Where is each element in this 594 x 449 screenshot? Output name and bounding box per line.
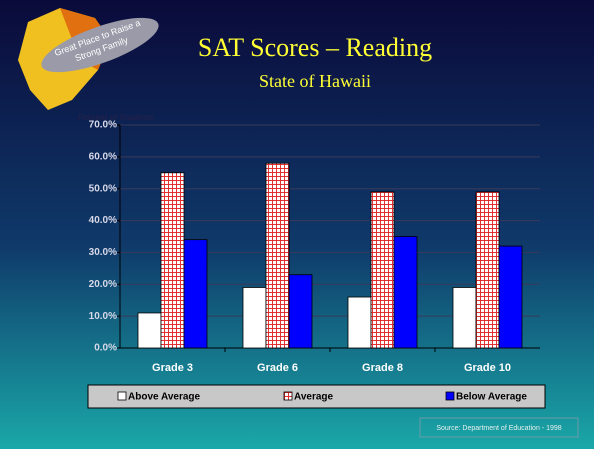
bar — [265, 162, 290, 349]
y-tick-label: 70.0% — [89, 120, 117, 131]
y-tick-label: 0.0% — [94, 343, 117, 354]
legend-label: Above Average — [128, 392, 201, 403]
y-tick-label: 50.0% — [89, 183, 117, 194]
legend-swatch — [283, 391, 293, 401]
source: Source: Department of Education - 1998 — [436, 425, 561, 432]
logo-ellipse — [41, 17, 159, 73]
bar — [183, 239, 208, 349]
bar — [242, 287, 267, 349]
y-axis-label: Percent of Students — [78, 113, 154, 122]
bar — [347, 296, 372, 349]
x-tick-label: Grade 6 — [257, 362, 298, 374]
bar — [370, 191, 395, 349]
y-tick-label: 30.0% — [89, 247, 117, 258]
legend-label: Below Average — [456, 392, 527, 403]
bar — [393, 236, 418, 349]
y-tick-label: 10.0% — [89, 311, 117, 322]
chart-title: SAT Scores – Reading — [198, 33, 432, 62]
legend: Above Average Average Below Average — [87, 384, 546, 409]
bar — [137, 312, 162, 349]
legend-label: Average — [294, 392, 334, 403]
bar — [288, 274, 313, 349]
chart-subtitle: State of Hawaii — [259, 71, 371, 91]
y-tick-label: 40.0% — [89, 215, 117, 226]
bar — [498, 245, 523, 349]
legend-box — [87, 384, 546, 409]
x-tick-label: Grade 8 — [362, 362, 403, 374]
legend-swatch — [117, 391, 127, 401]
y-tick-label: 60.0% — [89, 151, 117, 162]
bar — [160, 172, 185, 349]
bar — [452, 287, 477, 349]
bar — [475, 191, 500, 349]
source-box — [419, 417, 579, 438]
y-tick-label: 20.0% — [89, 279, 117, 290]
x-tick-label: Grade 10 — [464, 362, 511, 374]
legend-swatch — [445, 391, 455, 401]
x-tick-label: Grade 3 — [152, 362, 193, 374]
